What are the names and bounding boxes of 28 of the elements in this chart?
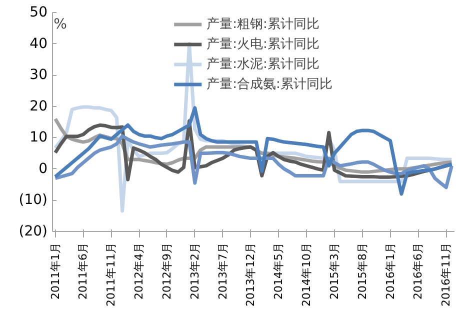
x-tick-label: 2013年2月 (188, 242, 202, 300)
x-tick-label: 2016年6月 (412, 242, 425, 300)
x-tick-label: 2015年3月 (328, 242, 341, 300)
x-tick-label: 2012年9月 (160, 242, 174, 300)
y-tick-label: 20 (30, 98, 48, 114)
x-tick-label: 2011年1月 (48, 242, 62, 300)
x-tick-label: 2015年8月 (356, 242, 369, 300)
y-axis-title: % (54, 16, 67, 32)
x-tick-label: 2013年7月 (216, 242, 230, 300)
y-tick-label: 10 (30, 130, 48, 146)
x-tick-label: 2016年1月 (384, 242, 397, 300)
y-tick-label: 40 (30, 36, 48, 52)
y-tick-label: (20) (18, 224, 48, 240)
y-tick-label: 50 (30, 4, 48, 20)
x-tick-label: 2014年5月 (272, 242, 286, 300)
y-tick-label: 30 (30, 67, 48, 84)
y-tick-label: (10) (18, 192, 48, 208)
x-tick-label: 2011年6月 (76, 242, 90, 300)
x-tick-label: 2013年12月 (244, 242, 258, 306)
x-tick-label: 2011年11月 (104, 242, 118, 306)
legend-label: 产量:粗钢:累计同比 (206, 16, 320, 33)
x-tick-label: 2016年11月 (440, 242, 453, 306)
legend-label: 产量:合成氨:累计同比 (206, 76, 332, 93)
x-tick-label: 2012年4月 (132, 242, 146, 300)
legend-label: 产量:水泥:累计同比 (206, 56, 320, 73)
y-tick-label: 0 (38, 160, 48, 177)
legend-label: 产量:火电:累计同比 (206, 36, 320, 53)
x-tick-label: 2014年10月 (300, 242, 314, 306)
